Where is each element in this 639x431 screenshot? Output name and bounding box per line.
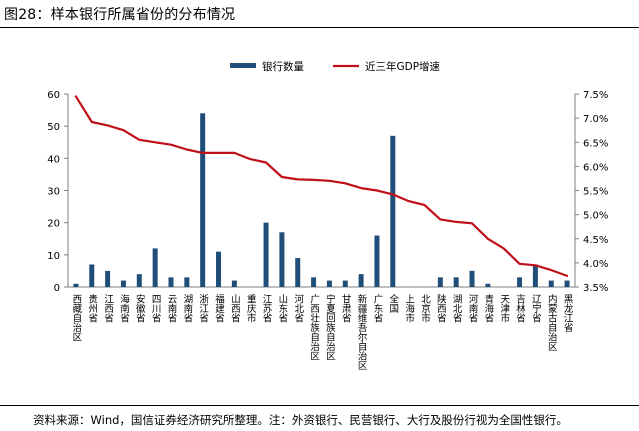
legend-bar-swatch	[230, 63, 256, 68]
category-label: 山东省	[276, 294, 288, 323]
left-tick-label: 20	[47, 219, 60, 230]
category-label: 四川省	[150, 294, 162, 323]
category-label: 辽宁省	[530, 293, 542, 323]
category-label: 广东省	[371, 293, 383, 323]
bar	[358, 274, 364, 287]
bar	[374, 235, 380, 287]
category-label: 广西壮族自治区	[308, 293, 320, 360]
category-label: 新疆维吾尔自治区	[356, 293, 368, 370]
right-tick-label: 4.5%	[583, 235, 608, 246]
bar	[326, 280, 332, 287]
category-label: 江苏省	[261, 294, 273, 323]
bar	[437, 277, 443, 287]
category-label: 湖南省	[181, 294, 193, 323]
bar	[184, 277, 190, 287]
bar	[311, 277, 317, 287]
source-rule	[0, 405, 639, 406]
bar	[390, 135, 396, 287]
category-label: 河南省	[467, 293, 479, 323]
left-tick-label: 40	[47, 154, 60, 165]
bar	[216, 251, 222, 287]
chart-area: 0 10 20 30 40 50 60 3.5% 4.0% 4.5% 5.0% 5.5% 6.0% 6.5…	[47, 60, 608, 370]
category-label: 西藏自治区	[70, 294, 82, 342]
category-label: 黑龙江省	[562, 294, 574, 333]
category-label: 浙江省	[197, 293, 209, 323]
category-label: 吉林省	[514, 294, 526, 323]
bar	[136, 274, 142, 287]
bar	[279, 232, 285, 287]
bar	[469, 270, 475, 287]
bar	[231, 280, 237, 287]
category-label: 陕西省	[435, 293, 447, 323]
legend-bar-label: 银行数量	[262, 60, 304, 73]
category-label: 上海市	[403, 294, 415, 323]
right-tick-label: 6.5%	[583, 138, 608, 149]
bar	[168, 277, 174, 287]
category-label: 甘肃省	[340, 293, 352, 323]
bar	[89, 264, 95, 287]
bar	[517, 277, 523, 287]
gdp-growth-line	[74, 95, 569, 277]
bar	[105, 270, 111, 287]
bar	[564, 280, 570, 287]
right-tick-label: 4.0%	[583, 259, 608, 270]
category-label: 重庆市	[245, 293, 257, 323]
bar	[73, 283, 79, 287]
right-tick-label: 5.0%	[583, 211, 608, 222]
category-label: 贵州省	[86, 293, 98, 323]
left-tick-label: 50	[47, 122, 60, 133]
left-tick-label: 60	[47, 90, 60, 101]
bar	[485, 283, 491, 287]
category-label: 全国	[387, 293, 399, 314]
category-label: 河北省	[292, 293, 304, 323]
bar	[453, 277, 459, 287]
right-tick-label: 7.5%	[583, 90, 608, 101]
category-label: 云南省	[165, 294, 177, 323]
source-note: 资料来源：Wind，国信证券经济研究所整理。注：外资银行、民营银行、大行及股份行…	[33, 413, 568, 427]
right-tick-label: 3.5%	[583, 283, 608, 294]
bar	[532, 264, 538, 287]
legend-line-label: 近三年GDP增速	[365, 60, 441, 73]
category-label: 北京市	[419, 294, 431, 323]
right-tick-label: 6.0%	[583, 162, 608, 173]
bar	[263, 222, 269, 287]
category-label: 青海省	[482, 293, 494, 323]
bar	[342, 280, 348, 287]
title-rule	[0, 27, 639, 28]
category-label: 湖北省	[451, 294, 463, 323]
left-tick-label: 0	[54, 283, 60, 294]
right-tick-label: 5.5%	[583, 187, 608, 198]
left-tick-label: 10	[47, 251, 60, 262]
category-label: 海南省	[118, 293, 130, 323]
category-label: 天津市	[498, 294, 510, 323]
bar	[152, 248, 158, 287]
category-label: 宁夏回族自治区	[324, 293, 336, 360]
right-tick-label: 7.0%	[583, 114, 608, 125]
figure-title: 图28：样本银行所属省份的分布情况	[4, 7, 236, 23]
bar	[200, 113, 206, 287]
bar	[120, 280, 126, 287]
category-label: 安徽省	[134, 293, 146, 323]
left-tick-label: 30	[47, 187, 60, 198]
bar	[548, 280, 554, 287]
category-label: 山西省	[229, 294, 241, 323]
category-label: 江西省	[102, 294, 114, 323]
bar	[295, 258, 301, 287]
category-label: 内蒙古自治区	[546, 293, 558, 351]
category-label: 福建省	[213, 293, 225, 323]
